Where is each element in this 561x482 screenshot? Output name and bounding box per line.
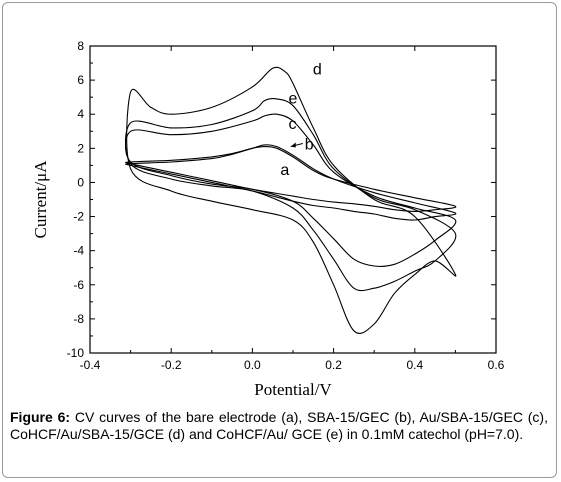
- caption-lead: Figure 6:: [10, 409, 71, 425]
- curve-label-c: c: [289, 116, 297, 133]
- cv-curve-a: [124, 146, 457, 212]
- cv-curve-e: [124, 97, 457, 292]
- y-tick-label: -6: [73, 278, 84, 292]
- x-tick-label: 0.4: [406, 358, 423, 372]
- cv-curve-d: [126, 66, 457, 334]
- x-tick-label: -0.2: [161, 358, 182, 372]
- y-tick-label: 6: [77, 73, 84, 87]
- figure-caption: Figure 6: CV curves of the bare electrod…: [10, 409, 548, 443]
- curve-label-b: b: [305, 137, 314, 154]
- axis-layer: -0.4 -0.2 0.0 0.2 0.4 0.6 -10 -8 -6 -4 -2 0 2 4 6 8: [67, 39, 505, 372]
- curve-label-a: a: [280, 162, 289, 179]
- curve-label-e: e: [289, 90, 298, 107]
- y-tick-label: 2: [77, 141, 84, 155]
- series-layer: [124, 66, 457, 334]
- y-tick-label: -8: [73, 312, 84, 326]
- caption-text: CV curves of the bare electrode (a), SBA…: [10, 409, 548, 442]
- x-tick-label: -0.4: [80, 358, 101, 372]
- y-tick-label: 4: [77, 107, 84, 121]
- x-tick-label: 0.2: [325, 358, 342, 372]
- y-tick-label: -2: [73, 210, 84, 224]
- y-tick-label: -4: [73, 244, 84, 258]
- label-b-arrowhead: [290, 142, 296, 148]
- y-axis-label: Current/μA: [31, 160, 50, 239]
- cv-curve-c: [124, 113, 457, 267]
- x-axis-label: Potential/V: [254, 380, 332, 399]
- x-tick-label: 0.6: [488, 358, 505, 372]
- curve-label-d: d: [313, 61, 322, 78]
- cv-chart: -0.4 -0.2 0.0 0.2 0.4 0.6 -10 -8 -6 -4 -2 0 2 4 6 8 dec…: [31, 39, 505, 399]
- y-tick-label: 8: [77, 39, 84, 53]
- y-tick-label: -10: [67, 346, 85, 360]
- x-tick-label: 0.0: [244, 358, 261, 372]
- figure-frame: [2, 2, 557, 478]
- y-tick-label: 0: [77, 175, 84, 189]
